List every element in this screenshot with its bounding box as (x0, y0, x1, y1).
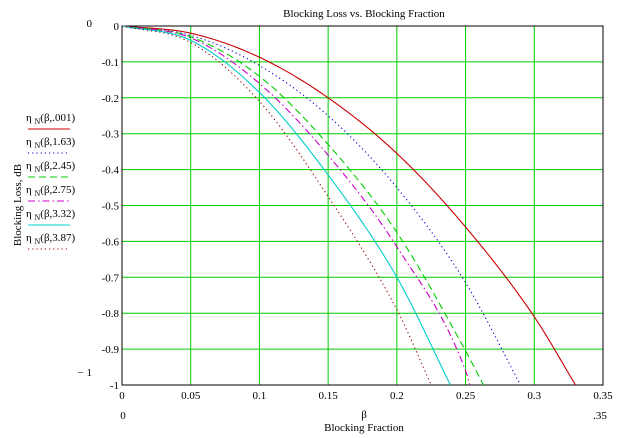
legend-swatch (28, 248, 70, 250)
y-tick-label: -0.7 (102, 272, 120, 284)
legend-label-symbol: η (26, 232, 32, 244)
series-line-4 (121, 25, 471, 386)
y-tick-label: 0 (114, 21, 120, 33)
y-tick-label: -0.2 (102, 93, 119, 105)
y-range-top-label: 0 (87, 18, 93, 30)
series-line-6 (121, 25, 432, 386)
y-tick-label: -0.3 (102, 129, 120, 141)
x-tick-label: 0.35 (593, 390, 613, 402)
legend-swatch (28, 200, 70, 202)
x-tick-label: 0.05 (181, 390, 201, 402)
y-tick-label: -1 (110, 380, 119, 392)
legend-swatch (28, 128, 70, 130)
legend-label-symbol: η (26, 208, 32, 220)
x-tick-label: 0.1 (253, 390, 267, 402)
y-tick-label: -0.9 (102, 344, 120, 356)
legend-label-subscript: N (34, 117, 41, 127)
grid (122, 26, 603, 385)
legend-entry-1: η N(β,.001) (26, 112, 122, 136)
legend-label-args: (β,1.63) (40, 136, 76, 148)
series-line-1 (121, 25, 576, 386)
legend-entry-2: η N(β,1.63) (26, 136, 122, 160)
legend-label: η N(β,.001) (26, 112, 122, 128)
legend-swatch (28, 152, 70, 154)
legend-label-symbol: η (26, 184, 32, 196)
legend-label-args: (β,2.45) (40, 160, 76, 172)
legend-label: η N(β,2.45) (26, 160, 122, 176)
x-tick-label: 0.2 (390, 390, 404, 402)
legend-label: η N(β,2.75) (26, 184, 122, 200)
legend-label-args: (β,2.75) (40, 184, 76, 196)
y-tick-label: -0.5 (102, 201, 120, 213)
x-axis-label: Blocking Fraction (324, 422, 404, 434)
plot-frame (121, 25, 604, 386)
legend-label-args: (β,.001) (40, 112, 76, 124)
x-tick-label: 0.25 (456, 390, 476, 402)
series-line-5 (121, 25, 451, 386)
legend-label: η N(β,1.63) (26, 136, 122, 152)
legend-label-symbol: η (26, 160, 32, 172)
chart-title: Blocking Loss vs. Blocking Fraction (283, 8, 445, 20)
x-tick-labels: 0 0.05 0.1 0.15 0.2 0.25 0.3 0.35 (119, 390, 613, 402)
y-tick-label: -0.6 (102, 236, 120, 248)
y-tick-label: -0.8 (102, 308, 120, 320)
x-axis-symbol: β (361, 409, 367, 421)
legend-entry-4: η N(β,2.75) (26, 184, 122, 208)
legend-swatch (28, 224, 70, 226)
x-range-right-label: .35 (593, 410, 607, 422)
legend-label: η N(β,3.32) (26, 208, 122, 224)
y-tick-label: -0.1 (102, 57, 119, 69)
series-line-3 (121, 25, 484, 386)
y-tick-labels: 0 -0.1 -0.2 -0.3 -0.4 -0.5 -0.6 -0.7 -0.8 -0.9 -1 (102, 21, 120, 392)
legend-label-args: (β,3.87) (40, 232, 76, 244)
legend-label-args: (β,3.32) (40, 208, 76, 220)
y-range-bottom-label: − 1 (78, 367, 92, 379)
legend-label-subscript: N (34, 237, 41, 247)
legend-label-symbol: η (26, 136, 32, 148)
legend-swatch (28, 176, 70, 178)
y-tick-label: -0.4 (102, 165, 120, 177)
legend-label-subscript: N (34, 141, 41, 151)
legend-entry-3: η N(β,2.45) (26, 160, 122, 184)
legend-label-symbol: η (26, 112, 32, 124)
x-tick-label: 0.3 (527, 390, 541, 402)
legend-label-subscript: N (34, 165, 41, 175)
series-group (121, 25, 576, 386)
x-tick-label: 0.15 (319, 390, 339, 402)
legend-entry-5: η N(β,3.32) (26, 208, 122, 232)
legend-label: η N(β,3.87) (26, 232, 122, 248)
x-tick-label: 0 (119, 390, 125, 402)
x-range-left-label: 0 (120, 410, 126, 422)
y-axis-label: Blocking Loss, dB (12, 164, 24, 246)
legend-label-subscript: N (34, 189, 41, 199)
legend-label-subscript: N (34, 213, 41, 223)
legend: η N(β,.001) η N(β,1.63) η N(β,2.45) η N(β,2… (26, 112, 122, 256)
legend-entry-6: η N(β,3.87) (26, 232, 122, 256)
